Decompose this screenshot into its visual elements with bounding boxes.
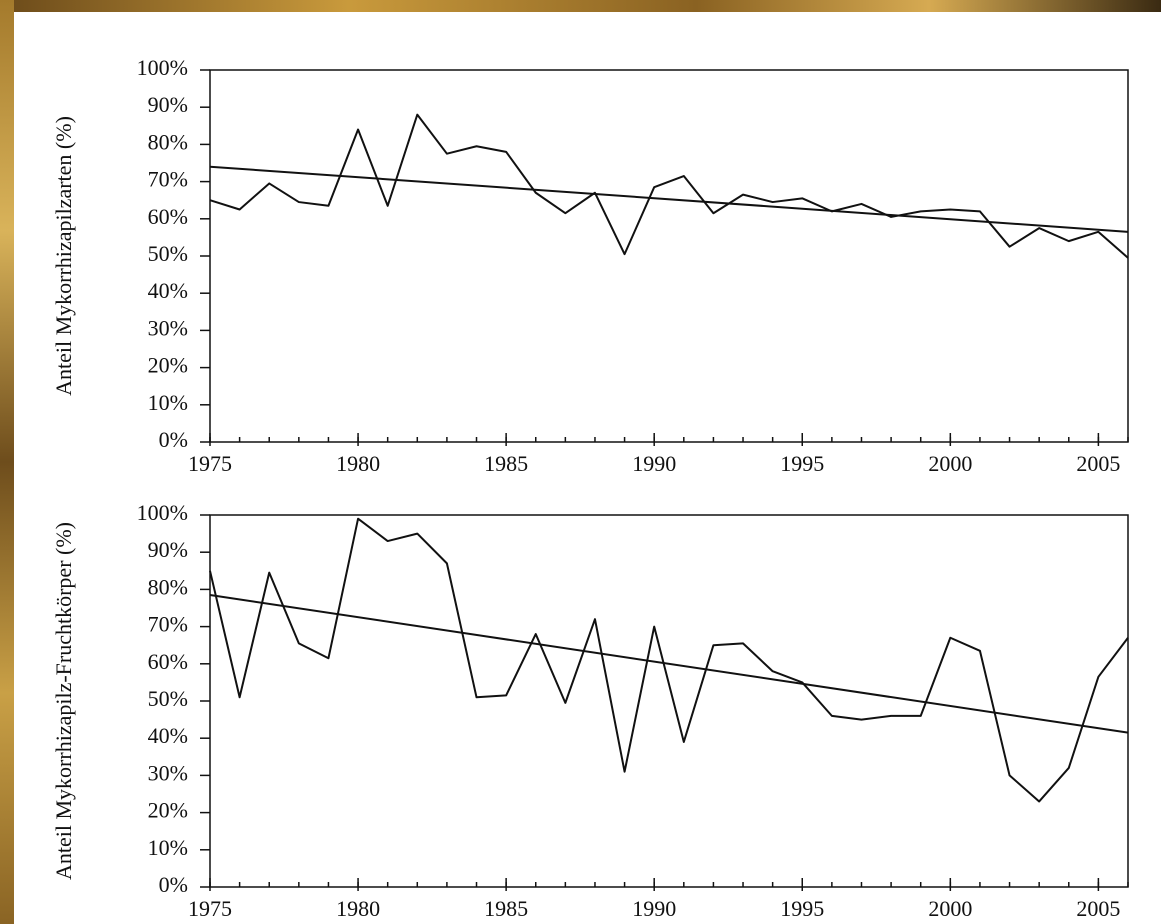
- trend-line: [210, 595, 1128, 733]
- x-tick-label: 1985: [484, 451, 528, 476]
- data-line: [210, 519, 1128, 802]
- y-tick-label: 10%: [148, 390, 188, 415]
- y-tick-label: 80%: [148, 574, 188, 599]
- x-tick-label: 1995: [780, 451, 824, 476]
- trend-line: [210, 167, 1128, 232]
- data-line: [210, 115, 1128, 258]
- y-tick-label: 90%: [148, 92, 188, 117]
- y-tick-label: 60%: [148, 649, 188, 674]
- x-tick-label: 2000: [928, 451, 972, 476]
- y-tick-label: 90%: [148, 537, 188, 562]
- x-tick-label: 1985: [484, 896, 528, 921]
- x-tick-label: 1995: [780, 896, 824, 921]
- x-tick-label: 1975: [188, 896, 232, 921]
- y-tick-label: 70%: [148, 167, 188, 192]
- x-tick-label: 1980: [336, 896, 380, 921]
- y-tick-label: 10%: [148, 835, 188, 860]
- page: {"chart_data": [ {"type": "line", "ylabe…: [0, 0, 1161, 924]
- y-tick-label: 100%: [137, 55, 188, 80]
- plot-frame: [210, 70, 1128, 442]
- y-tick-label: 30%: [148, 315, 188, 340]
- x-tick-label: 1990: [632, 896, 676, 921]
- y-tick-label: 50%: [148, 686, 188, 711]
- y-tick-label: 50%: [148, 241, 188, 266]
- y-tick-label: 40%: [148, 723, 188, 748]
- y-tick-label: 20%: [148, 798, 188, 823]
- x-tick-label: 1990: [632, 451, 676, 476]
- y-tick-label: 30%: [148, 760, 188, 785]
- y-tick-label: 0%: [159, 427, 188, 452]
- y-tick-label: 100%: [137, 500, 188, 525]
- y-tick-label: 80%: [148, 129, 188, 154]
- y-tick-label: 0%: [159, 872, 188, 897]
- y-axis-label: Anteil Mykorrhizapilzarten (%): [51, 116, 76, 396]
- charts: Anteil Mykorrhizapilzarten (%) 0% 10% 20% 30…: [0, 0, 1161, 924]
- x-tick-label: 1975: [188, 451, 232, 476]
- y-tick-label: 60%: [148, 204, 188, 229]
- y-tick-label: 20%: [148, 353, 188, 378]
- x-tick-label: 2005: [1076, 896, 1120, 921]
- y-tick-label: 70%: [148, 612, 188, 637]
- y-axis-label: Anteil Mykorrhizapilz-Fruchtkörper (%): [51, 522, 76, 880]
- y-tick-label: 40%: [148, 278, 188, 303]
- x-tick-label: 1980: [336, 451, 380, 476]
- x-tick-label: 2005: [1076, 451, 1120, 476]
- x-tick-label: 2000: [928, 896, 972, 921]
